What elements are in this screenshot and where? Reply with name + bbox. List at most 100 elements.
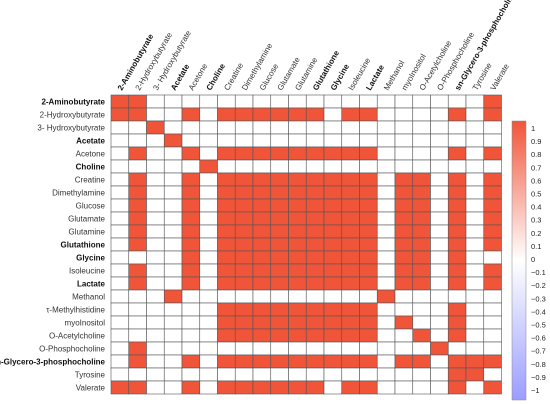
heatmap-cell xyxy=(341,367,360,382)
heatmap-cell xyxy=(181,172,201,187)
heatmap-cell xyxy=(359,289,378,304)
heatmap-cell xyxy=(181,367,201,382)
heatmap-cell xyxy=(483,354,502,369)
heatmap-cell xyxy=(430,328,449,343)
heatmap-cell xyxy=(394,289,414,304)
heatmap-cell xyxy=(447,289,467,304)
colorbar-tick-label: −0.8 xyxy=(531,360,546,369)
heatmap-cell xyxy=(465,380,485,395)
heatmap-cell xyxy=(359,341,378,356)
heatmap-cell xyxy=(412,276,431,291)
row-tick-label: Glucose xyxy=(76,202,106,211)
heatmap-cell xyxy=(288,302,307,317)
heatmap-cell xyxy=(376,172,396,187)
heatmap-cell xyxy=(465,302,485,317)
heatmap-cells xyxy=(110,94,502,395)
heatmap-cell xyxy=(270,159,289,174)
heatmap-cell xyxy=(483,224,502,239)
heatmap-cell xyxy=(412,380,431,395)
heatmap-cell xyxy=(341,315,360,330)
heatmap-cell xyxy=(323,263,343,278)
heatmap-cell xyxy=(110,198,130,213)
heatmap-cell xyxy=(430,263,449,278)
row-tick-label: Valerate xyxy=(76,384,106,393)
heatmap-cell xyxy=(323,94,343,109)
colorbar-tick-label: −0.4 xyxy=(531,307,546,316)
heatmap-cell xyxy=(483,276,502,291)
heatmap-cell xyxy=(376,211,396,226)
heatmap-cell xyxy=(341,185,360,200)
heatmap-cell xyxy=(217,133,236,148)
heatmap-cell xyxy=(146,276,165,291)
heatmap-cell xyxy=(288,120,307,135)
heatmap-cell xyxy=(128,185,147,200)
heatmap-cell xyxy=(199,276,218,291)
heatmap-cell xyxy=(252,224,272,239)
heatmap-cell xyxy=(163,328,183,343)
colorbar-tick-label: 0.2 xyxy=(531,229,541,238)
heatmap-cell xyxy=(412,328,431,343)
heatmap-cell xyxy=(394,94,414,109)
row-tick-label: 2-Hydroxybutyrate xyxy=(40,111,106,120)
heatmap-cell xyxy=(234,159,254,174)
heatmap-cell xyxy=(110,146,130,161)
heatmap-cell xyxy=(430,120,449,135)
heatmap-cell xyxy=(199,224,218,239)
heatmap-cell xyxy=(430,341,449,356)
heatmap-cell xyxy=(217,289,236,304)
heatmap-cell xyxy=(217,159,236,174)
heatmap-cell xyxy=(110,367,130,382)
row-tick-label: Glutamine xyxy=(69,228,106,237)
heatmap-cell xyxy=(483,302,502,317)
heatmap-cell xyxy=(288,276,307,291)
heatmap-cell xyxy=(430,315,449,330)
heatmap-cell xyxy=(341,276,360,291)
heatmap-cell xyxy=(128,276,147,291)
row-tick-label: Acetone xyxy=(76,150,106,159)
heatmap-cell xyxy=(234,146,254,161)
heatmap-cell xyxy=(217,198,236,213)
heatmap-cell xyxy=(288,237,307,252)
heatmap-cell xyxy=(394,107,414,122)
heatmap-cell xyxy=(217,107,236,122)
heatmap-cell xyxy=(288,172,307,187)
heatmap-cell xyxy=(376,367,396,382)
heatmap-cell xyxy=(270,380,289,395)
heatmap-cell xyxy=(341,263,360,278)
heatmap-cell xyxy=(128,120,147,135)
heatmap-cell xyxy=(376,328,396,343)
heatmap-cell xyxy=(270,276,289,291)
heatmap-cell xyxy=(341,250,360,265)
colorbar-tick-label: −0.2 xyxy=(531,281,546,290)
heatmap-cell xyxy=(376,159,396,174)
heatmap-cell xyxy=(465,263,485,278)
heatmap-cell xyxy=(323,289,343,304)
heatmap-cell xyxy=(288,263,307,278)
row-tick-label: τ-Methylhistidine xyxy=(46,306,105,315)
heatmap-cell xyxy=(270,354,289,369)
heatmap-cell xyxy=(217,94,236,109)
heatmap-cell xyxy=(146,211,165,226)
heatmap-cell xyxy=(217,367,236,382)
heatmap-cell xyxy=(252,263,272,278)
heatmap-cell xyxy=(323,380,343,395)
heatmap-cell xyxy=(252,107,272,122)
heatmap-cell xyxy=(483,289,502,304)
heatmap-cell xyxy=(394,328,414,343)
heatmap-cell xyxy=(483,159,502,174)
heatmap-cell xyxy=(128,367,147,382)
heatmap-cell xyxy=(447,354,467,369)
heatmap-cell xyxy=(412,107,431,122)
heatmap-cell xyxy=(430,224,449,239)
heatmap-cell xyxy=(163,107,183,122)
heatmap-cell xyxy=(305,172,325,187)
heatmap-cell xyxy=(447,211,467,226)
heatmap-cell xyxy=(163,380,183,395)
heatmap-cell xyxy=(376,107,396,122)
heatmap-cell xyxy=(234,133,254,148)
heatmap-cell xyxy=(376,146,396,161)
heatmap-cell xyxy=(305,107,325,122)
heatmap-cell xyxy=(359,328,378,343)
heatmap-cell xyxy=(146,263,165,278)
heatmap-cell xyxy=(217,172,236,187)
